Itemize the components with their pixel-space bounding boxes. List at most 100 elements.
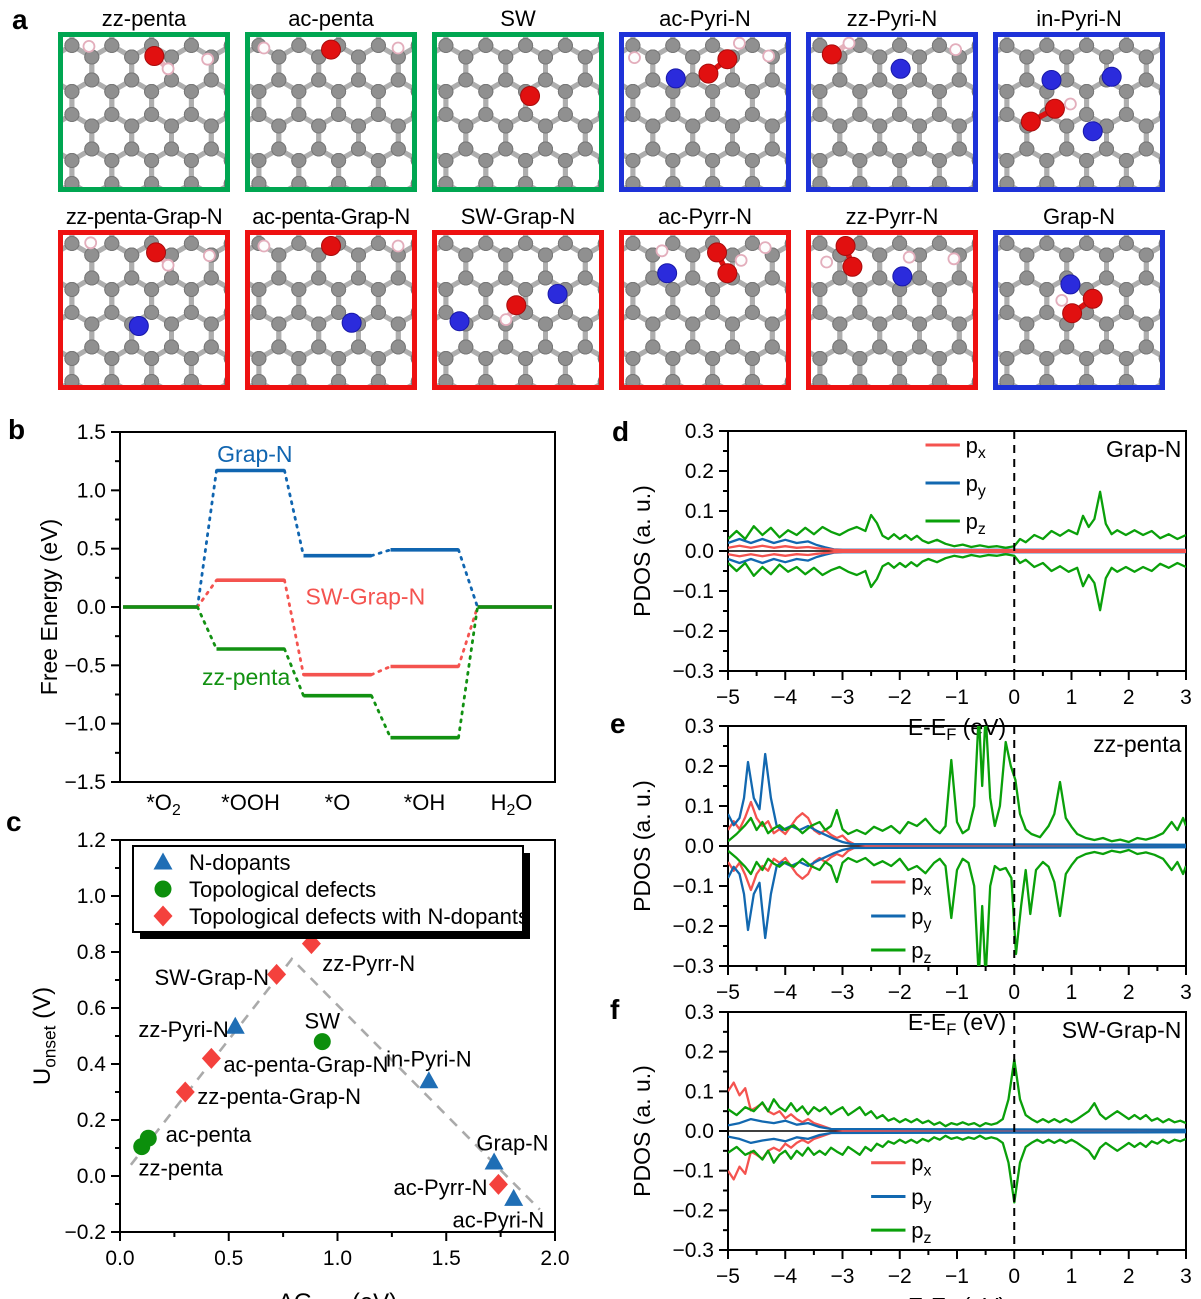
svg-text:zz-Pyri-N: zz-Pyri-N (138, 1017, 228, 1042)
structure-tile-label: zz-penta (101, 6, 187, 31)
svg-text:0: 0 (1008, 686, 1020, 709)
svg-text:ac-penta: ac-penta (166, 1122, 252, 1147)
pdos-chart-e: −0.3−0.2−0.10.00.10.20.3−5 −4 −3 −2 −1 0 1 2 3E-… (629, 715, 1192, 1039)
svg-text:−0.2: −0.2 (65, 1221, 106, 1244)
svg-text:1.0: 1.0 (77, 885, 106, 908)
svg-text:0.0: 0.0 (105, 1247, 134, 1270)
svg-text:zz-penta: zz-penta (1093, 731, 1181, 757)
svg-text:0.5: 0.5 (214, 1247, 243, 1270)
svg-text:0.0: 0.0 (77, 596, 106, 619)
svg-text:*OH: *OH (404, 790, 446, 815)
structure-image (993, 230, 1165, 390)
svg-text:0.3: 0.3 (685, 1001, 714, 1024)
svg-text:2: 2 (1123, 686, 1135, 709)
svg-text:1.0: 1.0 (323, 1247, 352, 1270)
svg-text:zz-penta-Grap-N: zz-penta-Grap-N (197, 1084, 361, 1109)
adsorbate-atoms (82, 39, 215, 76)
svg-text:1.0: 1.0 (77, 479, 106, 502)
structure-tile-label: zz-penta-Grap-N (65, 204, 223, 229)
adsorbate-atoms (449, 284, 568, 332)
svg-text:px: px (911, 1151, 931, 1180)
svg-text:−0.2: −0.2 (673, 1199, 714, 1222)
adsorbate-atoms (821, 36, 963, 79)
panel-f-letter: f (610, 994, 620, 1025)
svg-text:0: 0 (1008, 981, 1020, 1004)
structure-tile-zz-Pyri-N: zz-Pyri-N (806, 6, 978, 197)
adsorbate-atoms (1020, 66, 1122, 142)
svg-text:0.3: 0.3 (685, 715, 714, 738)
svg-text:−1.5: −1.5 (65, 771, 106, 794)
structure-image (245, 230, 417, 390)
structure-image (432, 32, 604, 192)
svg-text:ΔG*OH (eV): ΔG*OH (eV) (278, 1289, 397, 1299)
svg-text:0.1: 0.1 (685, 795, 714, 818)
panel-c-letter: c (6, 806, 22, 837)
svg-text:−1: −1 (945, 1265, 969, 1288)
structure-tile-label: zz-Pyri-N (846, 6, 938, 31)
svg-text:in-Pyri-N: in-Pyri-N (386, 1046, 472, 1071)
svg-text:−0.1: −0.1 (673, 875, 714, 898)
svg-text:−5: −5 (716, 686, 740, 709)
svg-text:−3: −3 (831, 981, 855, 1004)
svg-text:*O2: *O2 (146, 790, 181, 819)
svg-text:−2: −2 (888, 1265, 912, 1288)
structure-tile-in-Pyri-N: in-Pyri-N (993, 6, 1165, 197)
volcano-scatter-chart: −0.2 0.0 0.2 0.4 0.6 0.8 1.0 1.2 0.0 0.5 1.0 1.5 2.0… (29, 829, 570, 1299)
adsorbate-atoms (84, 236, 216, 336)
svg-text:−4: −4 (773, 1265, 797, 1288)
structure-tile-label: ac-Pyri-N (659, 6, 751, 31)
svg-text:zz-penta: zz-penta (202, 664, 290, 690)
structure-tile-label: ac-penta (288, 6, 374, 31)
svg-text:3: 3 (1180, 981, 1192, 1004)
adsorbate-atoms (820, 236, 961, 287)
svg-text:−3: −3 (831, 1265, 855, 1288)
svg-text:SW-Grap-N: SW-Grap-N (154, 965, 269, 990)
adsorbate-atoms (257, 39, 405, 60)
svg-text:0.0: 0.0 (685, 835, 714, 858)
svg-text:0.2: 0.2 (685, 1041, 714, 1064)
svg-text:zz-penta: zz-penta (138, 1156, 223, 1181)
structure-image (806, 230, 978, 390)
svg-text:0.0: 0.0 (77, 1165, 106, 1188)
pdos-chart-f: −0.3 −0.2 −0.1 0.0 0.1 0.2 0.3 −5 −4 −3 −2 −1 0 1 2 3 E-… (629, 1001, 1192, 1299)
structure-tile-ac-penta: ac-penta (245, 6, 417, 197)
svg-text:0: 0 (1008, 1265, 1020, 1288)
svg-text:0.0: 0.0 (685, 1120, 714, 1143)
structure-tile-zz-penta: zz-penta (58, 6, 230, 197)
svg-text:pz: pz (911, 1218, 931, 1247)
structure-tile-zz-penta-Grap-N: zz-penta-Grap-N (58, 204, 230, 395)
svg-text:−2: −2 (888, 686, 912, 709)
svg-text:1.5: 1.5 (432, 1247, 461, 1270)
structure-image (806, 32, 978, 192)
svg-text:Uonset (V): Uonset (V) (29, 987, 59, 1085)
svg-text:0.3: 0.3 (685, 420, 714, 443)
svg-text:−1: −1 (945, 686, 969, 709)
svg-text:−0.3: −0.3 (673, 660, 714, 683)
svg-text:pz: pz (911, 938, 931, 967)
svg-text:1.5: 1.5 (77, 421, 106, 444)
svg-text:E-EF (eV): E-EF (eV) (908, 1293, 1006, 1299)
structure-image (432, 230, 604, 390)
svg-text:pz: pz (966, 509, 986, 538)
svg-text:PDOS (a. u.): PDOS (a. u.) (629, 485, 655, 617)
scatter-points: zz-penta ac-penta SW zz-Pyri-N in-Pyri-N Grap… (133, 933, 548, 1232)
svg-text:3: 3 (1180, 1265, 1192, 1288)
svg-text:−0.2: −0.2 (673, 620, 714, 643)
svg-text:−0.2: −0.2 (673, 915, 714, 938)
structure-tile-SW: SW (432, 6, 604, 197)
svg-text:E-EF (eV): E-EF (eV) (908, 714, 1006, 744)
svg-text:px: px (911, 870, 931, 899)
structure-tile-Grap-N: Grap-N (993, 204, 1165, 395)
svg-text:−4: −4 (773, 981, 797, 1004)
svg-text:Grap-N: Grap-N (217, 441, 292, 467)
svg-text:H2O: H2O (491, 790, 533, 819)
structure-image (993, 32, 1165, 192)
free-energy-chart: −1.5 −1.0 −0.5 0.0 0.5 1.0 1.5 Free Energy (eV)… (36, 421, 556, 819)
svg-text:1: 1 (1066, 686, 1078, 709)
svg-text:0.8: 0.8 (77, 941, 106, 964)
svg-text:*O: *O (325, 790, 351, 815)
svg-text:SW: SW (305, 1009, 341, 1034)
structure-tile-label: SW (500, 6, 536, 31)
structure-tile-SW-Grap-N: SW-Grap-N (432, 204, 604, 395)
svg-text:−0.1: −0.1 (673, 580, 714, 603)
